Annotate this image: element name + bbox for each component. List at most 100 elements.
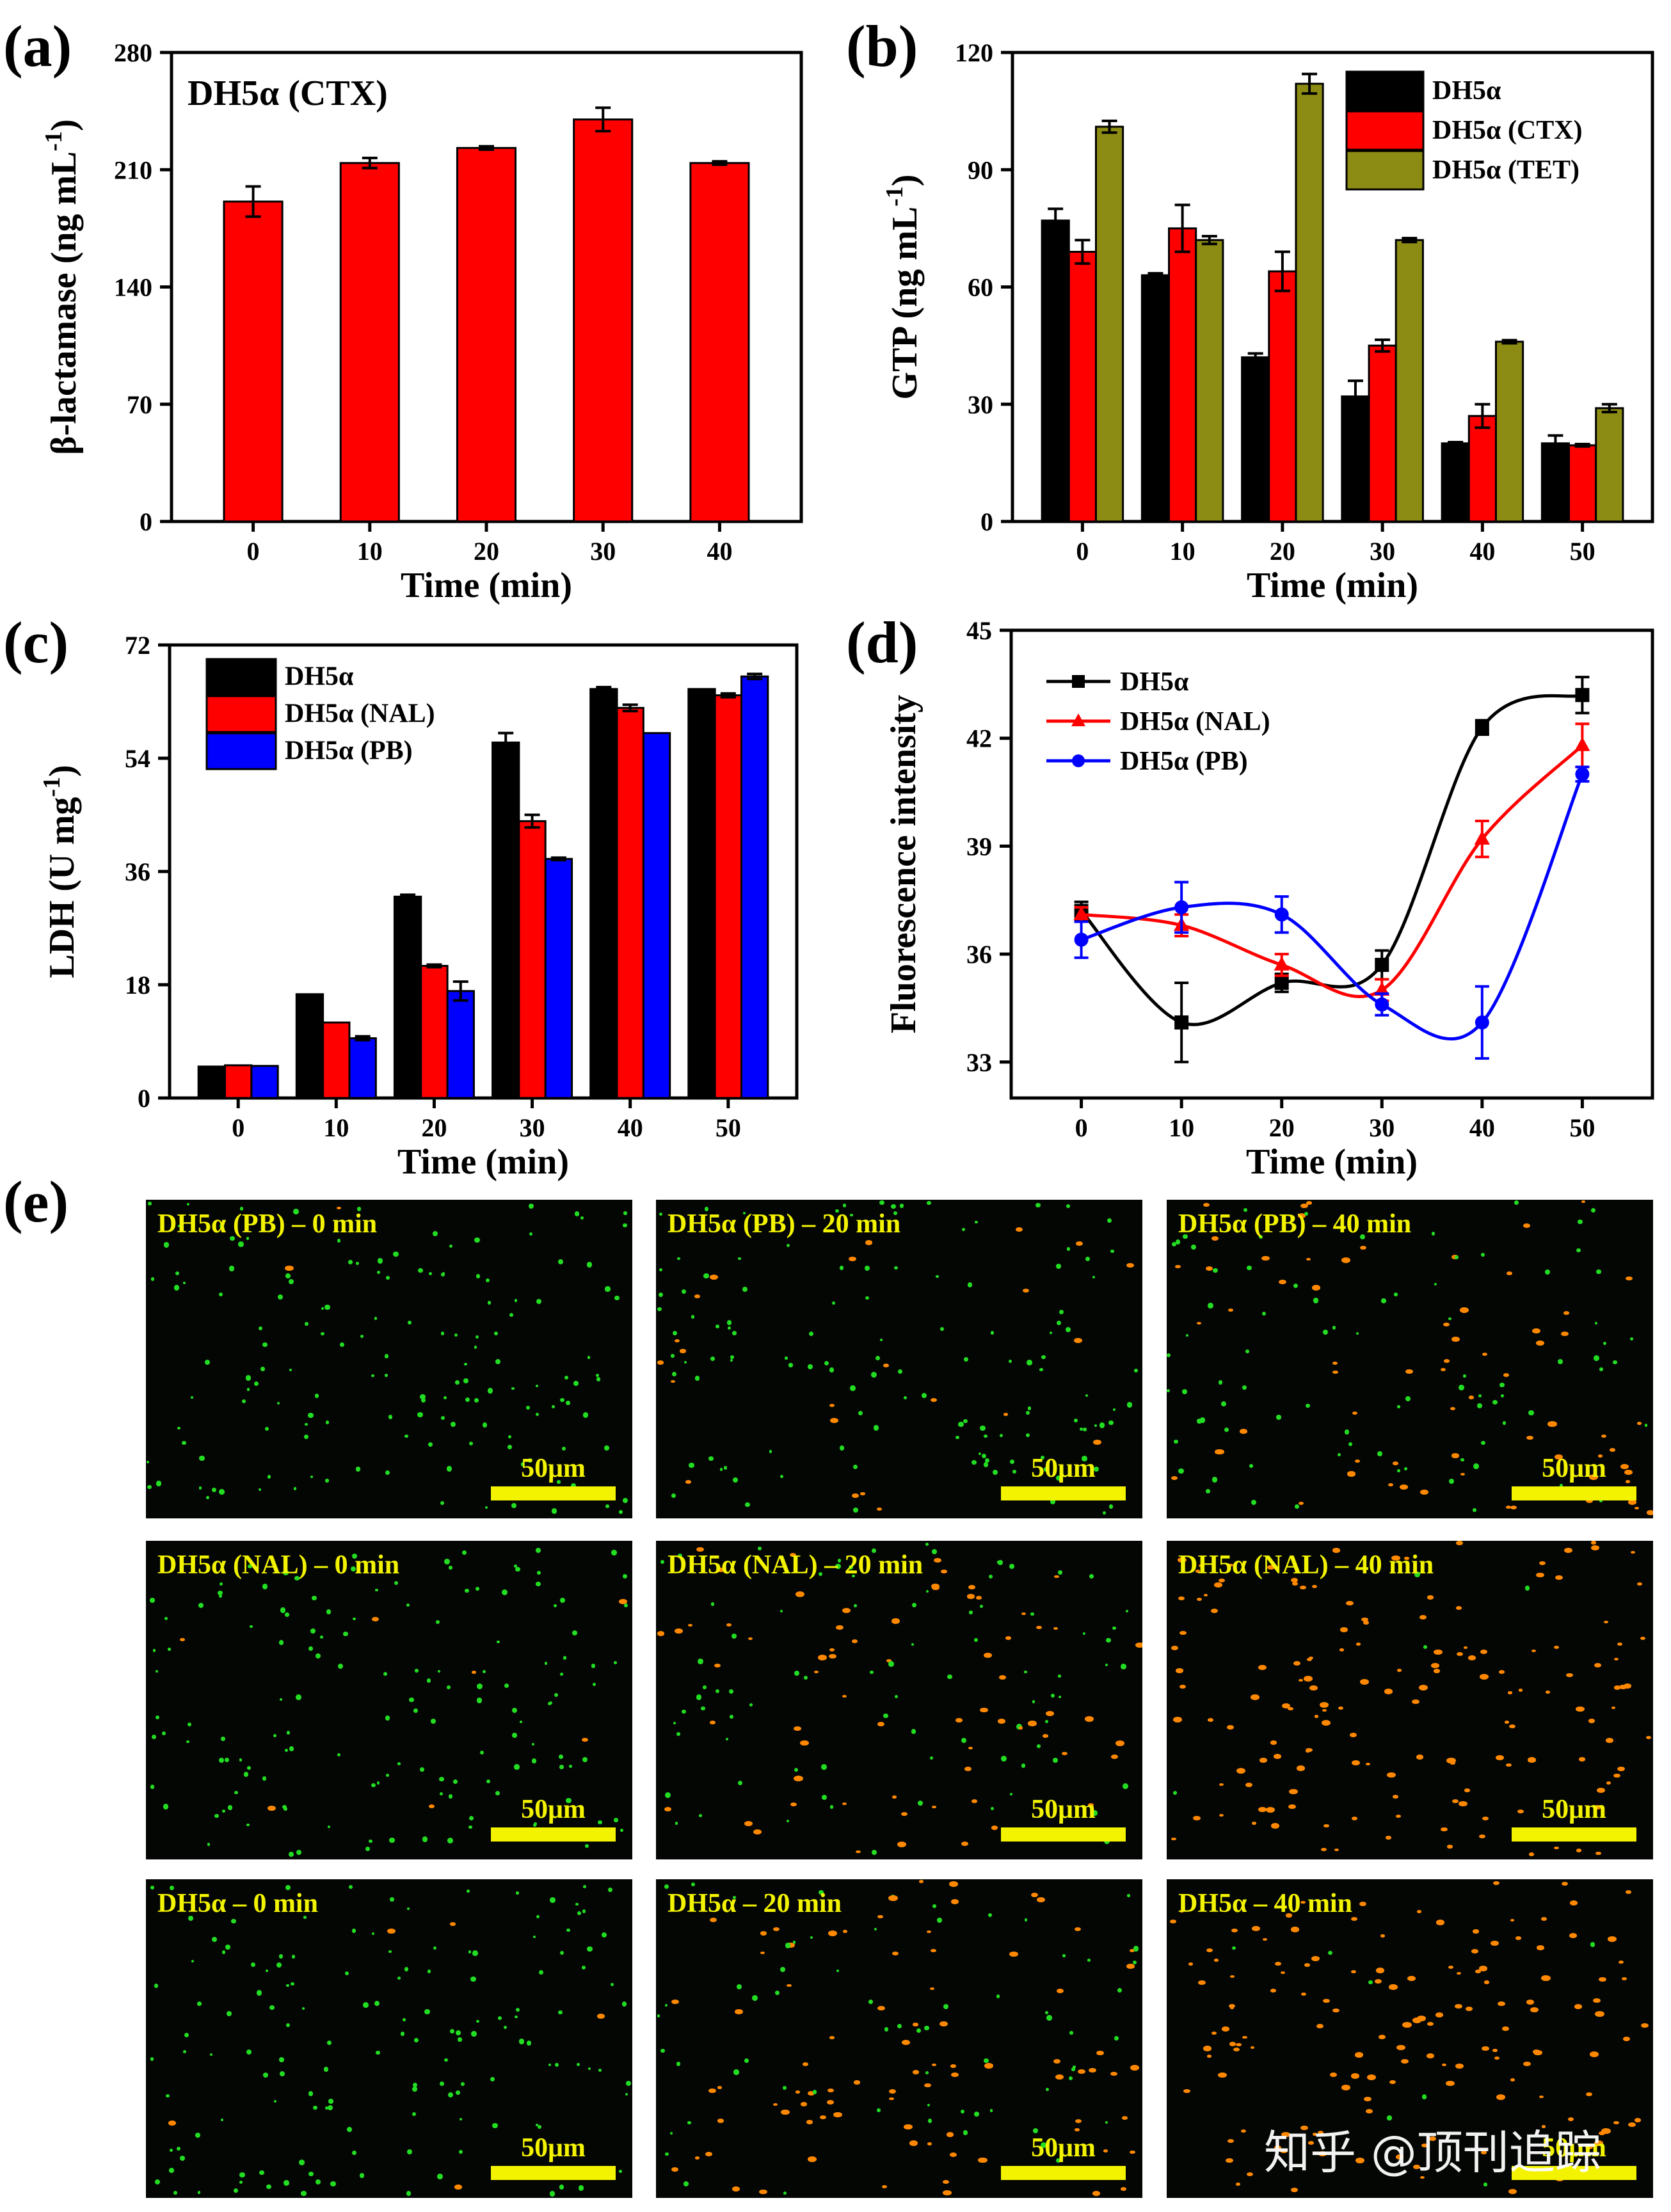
cell-dot — [1590, 1942, 1595, 1947]
legend-label: DH5α — [1120, 667, 1189, 697]
cell-dot — [1601, 1435, 1606, 1438]
cell-dot — [991, 1826, 998, 1830]
cell-dot — [1167, 1388, 1171, 1393]
cell-dot — [575, 1902, 579, 1906]
cell-dot — [468, 1826, 472, 1829]
cell-dot — [447, 1838, 453, 1843]
cell-dot — [1460, 1307, 1469, 1313]
cell-dot — [1477, 1403, 1483, 1408]
cell-dot — [1317, 2130, 1324, 2135]
cell-dot — [1052, 1757, 1059, 1763]
cell-dot — [1214, 1582, 1222, 1587]
cell-dot — [451, 1422, 456, 1428]
cell-dot — [818, 1655, 828, 1660]
cell-dot — [1221, 2026, 1229, 2032]
cell-dot — [1394, 1293, 1398, 1296]
cell-dot — [948, 1881, 959, 1887]
cell-dot — [166, 2094, 170, 2098]
cell-dot — [1009, 1359, 1012, 1363]
cell-dot — [665, 2003, 668, 2007]
cell-dot — [1179, 1684, 1186, 1689]
cell-dot — [1574, 2004, 1583, 2009]
cell-dot — [177, 1224, 181, 1228]
cell-dot — [1396, 2154, 1404, 2160]
scale-bar — [1512, 1827, 1636, 1842]
cell-dot — [377, 1258, 383, 1264]
cell-dot — [1603, 1620, 1608, 1624]
cell-dot — [1212, 1477, 1218, 1483]
cell-dot — [1364, 2097, 1371, 2102]
x-tick-label: 20 — [1269, 1113, 1295, 1142]
cell-dot — [1508, 1691, 1512, 1694]
cell-dot — [1224, 1427, 1229, 1432]
legend-label: DH5α (CTX) — [1432, 116, 1583, 145]
point — [1374, 982, 1390, 996]
cell-dot — [230, 1918, 236, 1924]
cell-dot — [659, 1213, 662, 1216]
cell-dot — [1126, 1610, 1129, 1613]
cell-dot — [672, 1372, 677, 1376]
cell-dot — [337, 1239, 341, 1243]
cell-dot — [376, 1270, 381, 1275]
cell-dot — [572, 1630, 577, 1635]
cell-dot — [1468, 1655, 1476, 1660]
cell-dot — [932, 2063, 937, 2067]
cell-dot — [1123, 1783, 1129, 1790]
cell-dot — [703, 1273, 709, 1279]
cell-dot — [163, 1804, 168, 1810]
point — [1072, 754, 1085, 767]
y-tick-label: 90 — [968, 155, 993, 184]
cell-dot — [1171, 1476, 1178, 1481]
cell-dot — [1249, 1464, 1253, 1468]
cell-dot — [886, 1659, 891, 1663]
cell-dot — [535, 1384, 538, 1387]
cell-dot — [535, 2123, 538, 2126]
cell-dot — [723, 1465, 728, 1470]
x-axis-label: Time (min) — [397, 1142, 569, 1182]
scale-bar — [1001, 2166, 1126, 2180]
cell-dot — [924, 2025, 930, 2031]
legend-label: DH5α — [1432, 76, 1501, 106]
cell-dot — [198, 1602, 204, 1608]
cell-dot — [1506, 1763, 1512, 1767]
cell-dot — [1490, 1940, 1499, 1946]
cell-dot — [664, 1884, 669, 1889]
cell-dot — [865, 1296, 869, 1300]
cell-dot — [1229, 2007, 1235, 2010]
cell-dot — [930, 1756, 934, 1760]
cell-dot — [1585, 2092, 1592, 2097]
cell-dot — [1363, 1621, 1369, 1625]
cell-dot — [1606, 1781, 1611, 1785]
cell-dot — [1496, 1754, 1505, 1760]
cell-dot — [998, 1560, 1003, 1565]
cell-dot — [782, 2086, 787, 2090]
cell-dot — [1240, 2129, 1247, 2133]
cell-dot — [611, 1550, 617, 1556]
cell-dot — [260, 1366, 266, 1371]
cell-dot — [829, 1367, 835, 1373]
cell-dot — [179, 2155, 186, 2161]
cell-dot — [428, 1271, 432, 1275]
bar — [616, 706, 644, 1099]
cell-dot — [420, 1394, 426, 1400]
x-tick-label: 0 — [247, 537, 260, 566]
cell-dot — [1351, 1816, 1358, 1820]
cell-dot — [1636, 1582, 1642, 1586]
cell-dot — [829, 1804, 834, 1809]
cell-dot — [988, 1913, 992, 1917]
cell-dot — [877, 2006, 885, 2011]
cell-dot — [1481, 2046, 1489, 2051]
cell-dot — [404, 1967, 409, 1971]
cell-dot — [448, 2092, 454, 2097]
cell-dot — [1463, 1646, 1468, 1650]
cell-dot — [186, 1202, 190, 1206]
cell-dot — [403, 2018, 406, 2021]
cell-dot — [1475, 1969, 1482, 1973]
cell-dot — [842, 1930, 848, 1934]
cell-dot — [1032, 1700, 1035, 1703]
cell-dot — [1591, 1545, 1599, 1550]
cell-dot — [941, 1569, 947, 1573]
cell-dot — [925, 2071, 929, 2074]
cell-dot — [209, 2053, 212, 2056]
